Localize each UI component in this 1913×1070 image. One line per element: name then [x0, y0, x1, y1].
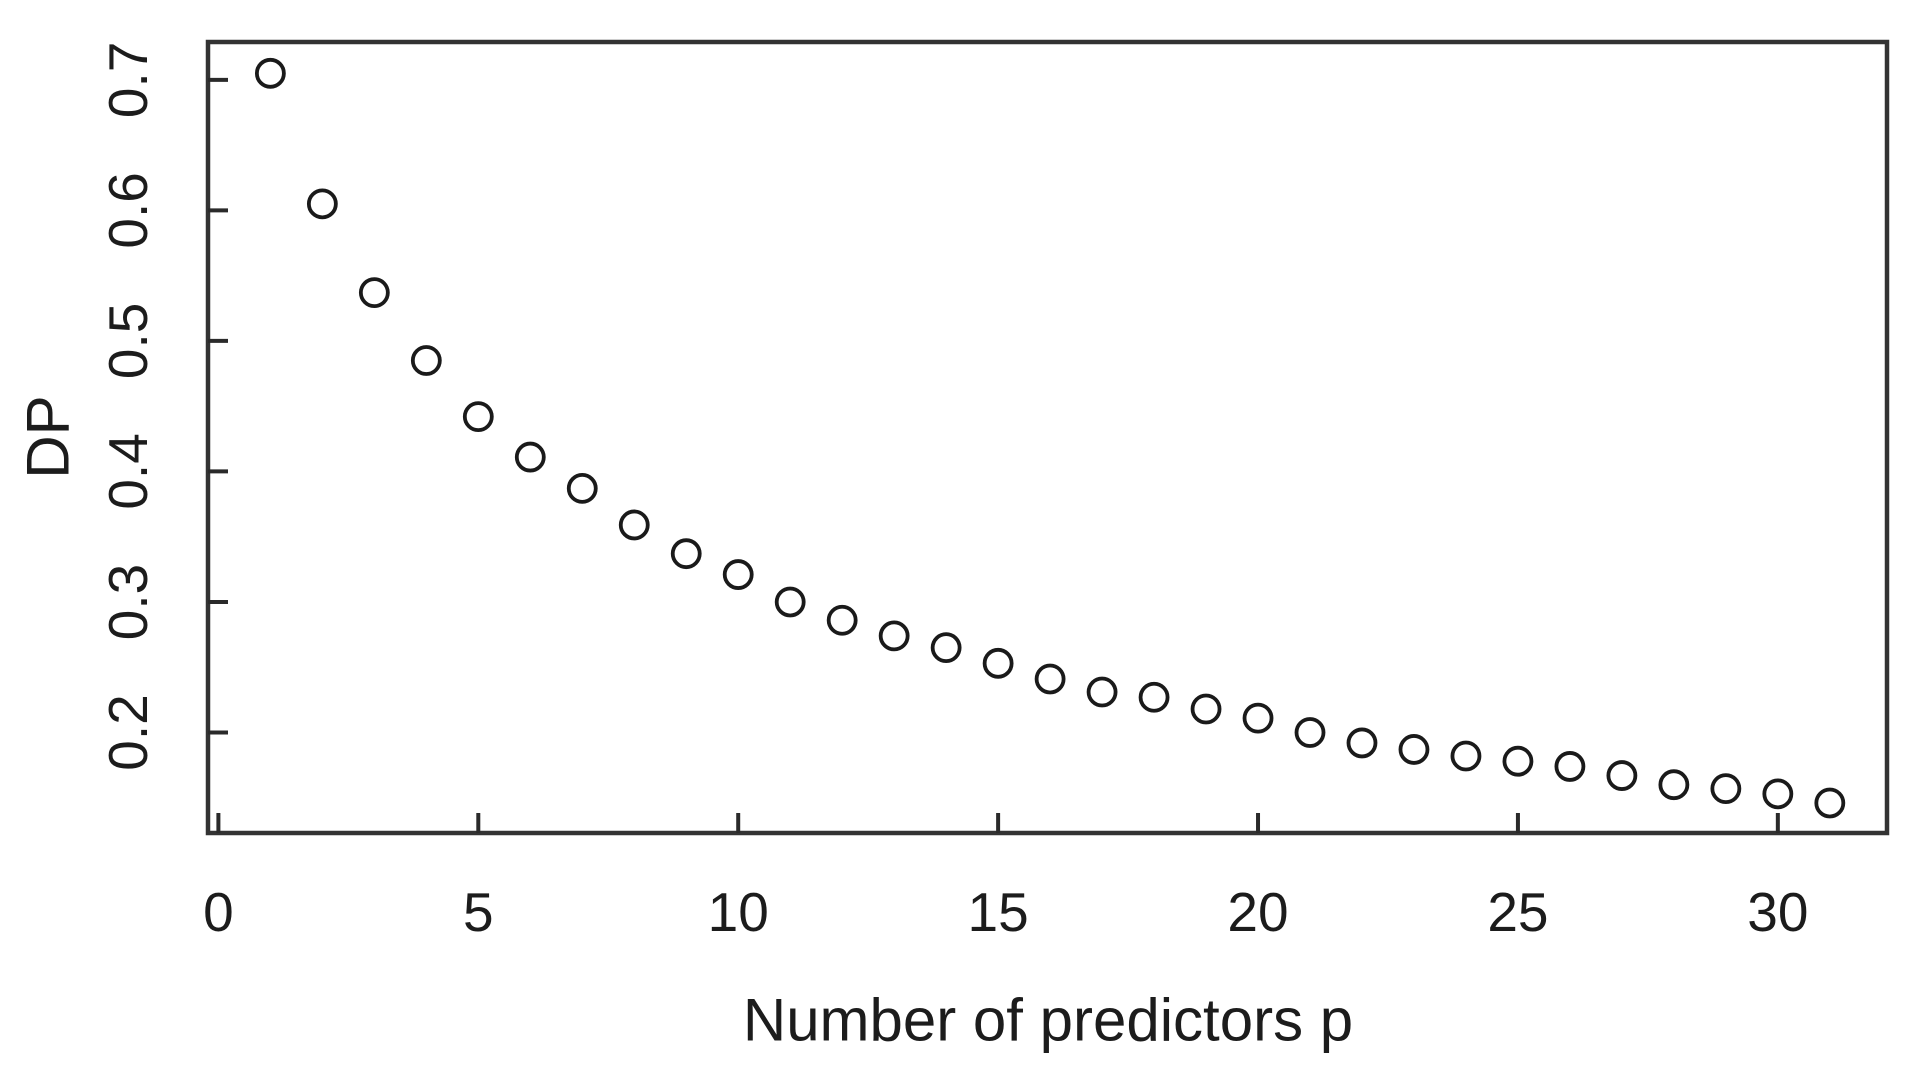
- y-tick-label-0.6: 0.6: [97, 172, 159, 248]
- y-tick-label-0.7: 0.7: [97, 42, 159, 118]
- data-point-p-7: [566, 473, 598, 504]
- x-tick-label-0: 0: [203, 881, 234, 943]
- data-point-p-5: [462, 401, 494, 433]
- data-point-p-20: [1242, 702, 1274, 734]
- data-point-p-6: [514, 441, 546, 473]
- x-tick-label-15: 15: [968, 881, 1029, 943]
- data-point-p-31: [1814, 787, 1846, 819]
- y-tick-label-0.4: 0.4: [97, 433, 159, 509]
- y-axis-ticks: [208, 77, 228, 735]
- plot-frame: [205, 39, 1890, 836]
- x-tick-label-10: 10: [708, 881, 769, 943]
- data-point-p-30: [1762, 778, 1794, 810]
- x-axis-ticks: [216, 813, 1780, 833]
- data-point-p-12: [826, 604, 858, 636]
- y-axis-tick-labels: 0.2 0.3 0.4 0.5 0.6 0.7: [97, 42, 159, 771]
- data-point-p-24: [1450, 740, 1482, 772]
- data-point-p-21: [1294, 717, 1326, 748]
- data-point-p-8: [618, 509, 650, 541]
- data-point-p-1: [254, 57, 286, 89]
- data-point-p-13: [878, 620, 910, 652]
- data-point-p-26: [1554, 751, 1586, 782]
- data-point-p-15: [982, 647, 1014, 679]
- data-point-p-27: [1606, 760, 1638, 791]
- data-point-p-25: [1502, 745, 1534, 777]
- data-point-p-29: [1710, 773, 1742, 805]
- data-point-p-23: [1398, 734, 1430, 765]
- data-point-p-3: [358, 277, 390, 309]
- data-point-p-28: [1658, 769, 1690, 801]
- data-point-p-22: [1346, 727, 1378, 759]
- data-point-p-19: [1190, 693, 1222, 725]
- data-point-p-9: [670, 538, 702, 570]
- data-point-p-10: [722, 559, 754, 590]
- y-axis-title: DP: [15, 395, 82, 478]
- x-axis-title: Number of predictors p: [743, 987, 1353, 1054]
- x-axis-tick-labels: 0 5 10 15 20 25 30: [203, 881, 1808, 943]
- data-point-p-11: [774, 586, 806, 618]
- x-tick-label-30: 30: [1747, 881, 1808, 943]
- data-point-p-17: [1086, 676, 1118, 708]
- scatter-points: [254, 57, 1846, 819]
- y-tick-label-0.2: 0.2: [97, 694, 159, 770]
- data-point-p-14: [930, 632, 962, 664]
- x-tick-label-5: 5: [463, 881, 494, 943]
- x-tick-label-20: 20: [1227, 881, 1288, 943]
- data-point-p-4: [410, 345, 442, 376]
- data-point-p-2: [306, 188, 338, 220]
- y-tick-label-0.3: 0.3: [97, 564, 159, 640]
- y-tick-label-0.5: 0.5: [97, 303, 159, 379]
- data-point-p-16: [1034, 663, 1066, 695]
- data-point-p-18: [1138, 681, 1170, 713]
- x-tick-label-25: 25: [1487, 881, 1548, 943]
